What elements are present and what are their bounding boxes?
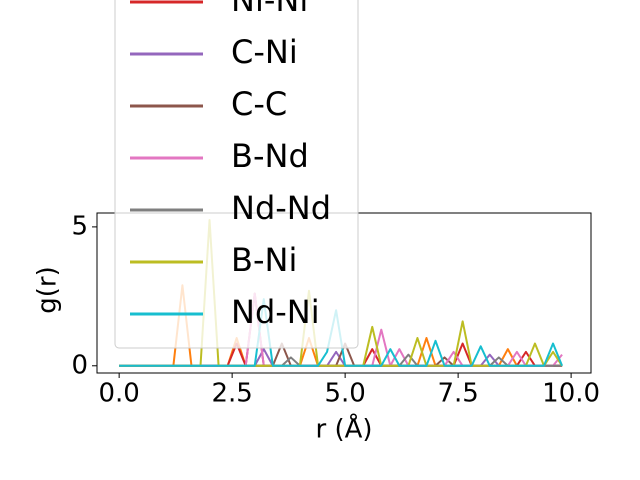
legend-label: B-Nd <box>231 137 309 175</box>
legend-label: Nd-Nd <box>231 189 331 227</box>
legend-label: Ni-Ni <box>231 0 308 19</box>
x-tick-label: 2.5 <box>211 379 252 409</box>
y-tick-label: 5 <box>71 211 88 241</box>
series-line <box>119 348 563 367</box>
legend-label: B-Ni <box>231 241 297 279</box>
x-tick-label: 7.5 <box>437 379 478 409</box>
y-axis-label: g(r) <box>33 266 63 313</box>
y-tick-label: 0 <box>71 350 88 380</box>
x-axis-label: r (Å) <box>315 413 372 445</box>
x-tick-label: 10.0 <box>542 379 600 409</box>
x-tick-label: 0.0 <box>98 379 139 409</box>
legend-label: C-Ni <box>231 33 298 71</box>
legend: Ni-Ni C-Ni C-C B-Nd Nd-Nd B-Ni Nd-Ni <box>114 0 359 349</box>
plot-lines <box>119 218 563 367</box>
legend-label: Nd-Ni <box>231 293 320 331</box>
legend-label: C-C <box>231 85 287 123</box>
x-tick-label: 5.0 <box>324 379 365 409</box>
